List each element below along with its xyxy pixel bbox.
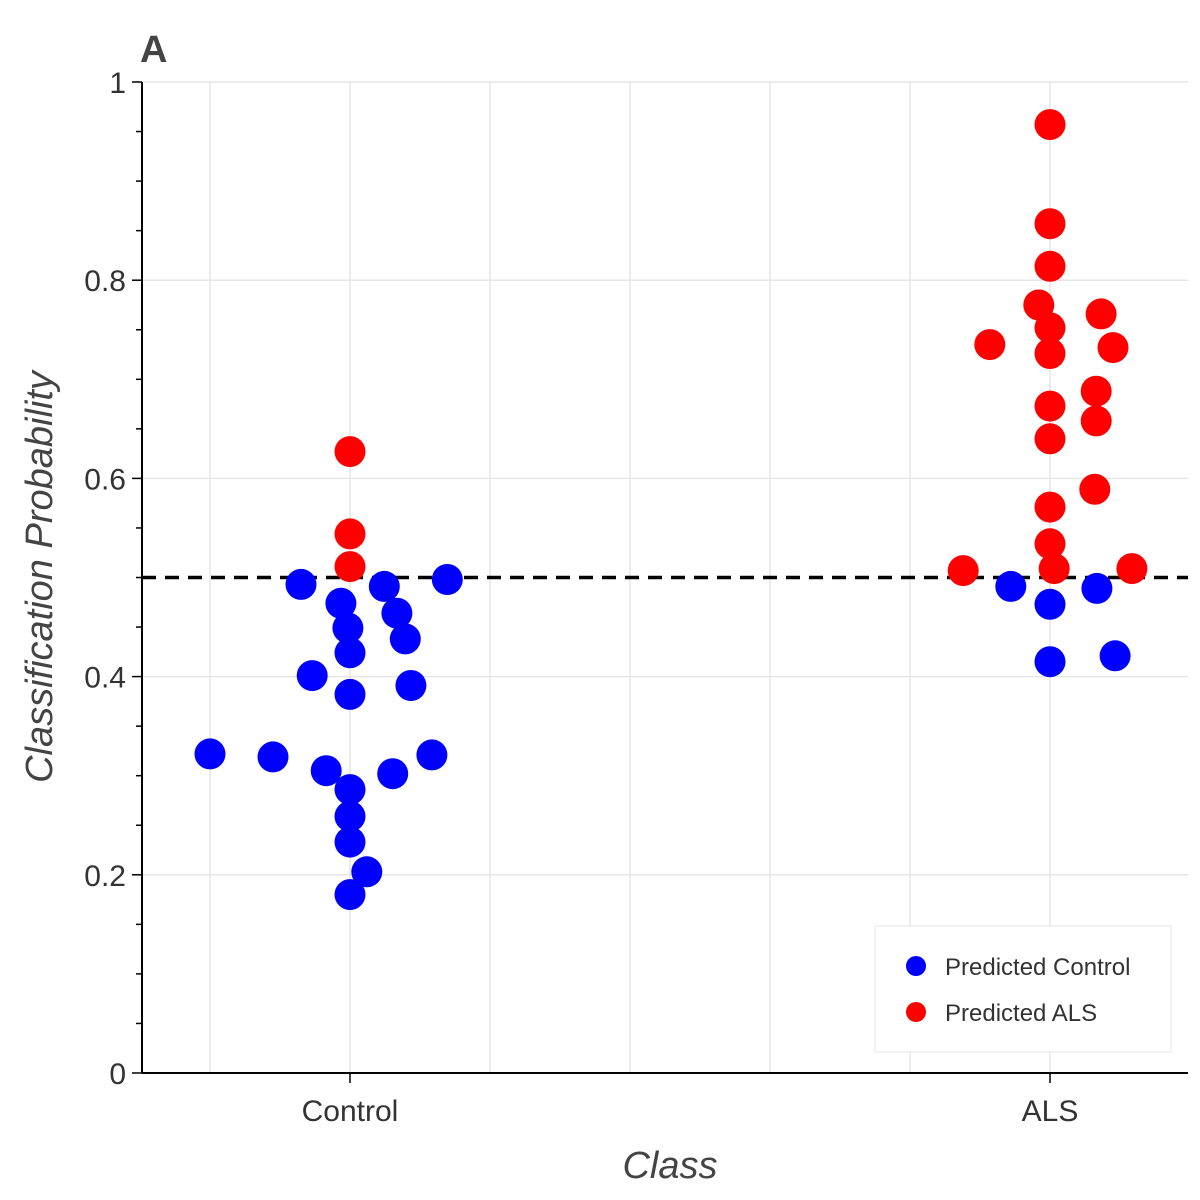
point-predicted-als-3 xyxy=(947,555,979,587)
axes xyxy=(132,81,1188,1083)
y-tick-labels: 0 0.2 0.4 0.6 0.8 1 xyxy=(84,67,126,1091)
point-predicted-als-7 xyxy=(1034,208,1066,240)
legend-label-predicted-als: Predicted ALS xyxy=(945,1000,1097,1027)
x-tick-labels: Control ALS xyxy=(302,1095,1079,1128)
point-predicted-control-0 xyxy=(194,738,226,770)
point-predicted-als-14 xyxy=(1034,528,1066,560)
point-predicted-als-16 xyxy=(1079,473,1111,505)
legend-marker-predicted-control xyxy=(906,956,926,976)
point-predicted-control-24 xyxy=(1081,572,1113,604)
point-predicted-control-4 xyxy=(310,755,342,787)
x-tick-label-als: ALS xyxy=(1022,1095,1079,1128)
point-predicted-control-20 xyxy=(431,564,463,595)
point-predicted-control-21 xyxy=(995,570,1027,602)
point-predicted-control-22 xyxy=(1034,588,1066,620)
y-tick-label-3: 0.6 xyxy=(84,463,126,496)
point-predicted-control-5 xyxy=(325,587,357,619)
y-tick-label-1: 0.2 xyxy=(84,860,126,893)
y-tick-label-0: 0 xyxy=(109,1058,126,1091)
x-axis-title: Class xyxy=(622,1145,717,1187)
point-predicted-als-10 xyxy=(1034,338,1066,369)
point-predicted-control-8 xyxy=(334,678,366,710)
point-predicted-control-7 xyxy=(334,637,366,669)
point-predicted-als-18 xyxy=(1080,405,1112,437)
point-predicted-control-16 xyxy=(381,597,413,629)
point-predicted-control-6 xyxy=(332,612,364,644)
point-predicted-control-23 xyxy=(1034,646,1066,678)
point-predicted-control-1 xyxy=(257,741,289,773)
legend-label-predicted-control: Predicted Control xyxy=(945,954,1130,981)
point-predicted-als-19 xyxy=(1085,298,1117,330)
point-predicted-als-11 xyxy=(1034,390,1066,422)
point-predicted-control-18 xyxy=(395,670,427,701)
point-predicted-als-21 xyxy=(1116,553,1148,585)
y-tick-label-2: 0.4 xyxy=(84,662,126,695)
point-predicted-als-12 xyxy=(1034,423,1066,455)
point-predicted-als-8 xyxy=(1034,250,1066,282)
point-predicted-control-17 xyxy=(389,623,421,655)
point-predicted-als-15 xyxy=(1038,553,1070,585)
point-predicted-control-10 xyxy=(334,800,366,832)
point-predicted-als-17 xyxy=(1080,375,1112,407)
x-tick-label-control: Control xyxy=(302,1095,399,1128)
point-predicted-control-3 xyxy=(296,660,328,692)
point-predicted-als-9 xyxy=(1034,312,1066,344)
point-predicted-control-11 xyxy=(334,826,366,858)
y-tick-label-4: 0.8 xyxy=(84,265,126,298)
panel-label: A xyxy=(140,29,167,71)
point-predicted-als-6 xyxy=(1034,109,1066,141)
legend: Predicted Control Predicted ALS xyxy=(874,925,1172,1053)
point-predicted-als-2 xyxy=(334,551,366,583)
point-predicted-als-0 xyxy=(334,436,366,468)
point-predicted-als-4 xyxy=(974,329,1006,361)
point-predicted-als-20 xyxy=(1097,332,1129,364)
legend-marker-predicted-als xyxy=(906,1002,926,1022)
data-points xyxy=(194,109,1148,911)
legend-box xyxy=(874,925,1172,1053)
y-tick-label-5: 1 xyxy=(109,67,126,100)
y-axis-title: Classification Probability xyxy=(19,369,61,783)
point-predicted-control-14 xyxy=(368,570,400,602)
point-predicted-control-19 xyxy=(416,739,448,771)
point-predicted-control-15 xyxy=(377,758,409,790)
point-predicted-als-1 xyxy=(334,518,366,550)
point-predicted-control-12 xyxy=(334,879,366,911)
point-predicted-control-9 xyxy=(334,774,366,806)
point-predicted-control-2 xyxy=(285,568,317,600)
point-predicted-als-13 xyxy=(1034,491,1066,523)
point-predicted-control-13 xyxy=(351,856,383,888)
point-predicted-control-25 xyxy=(1099,640,1131,672)
